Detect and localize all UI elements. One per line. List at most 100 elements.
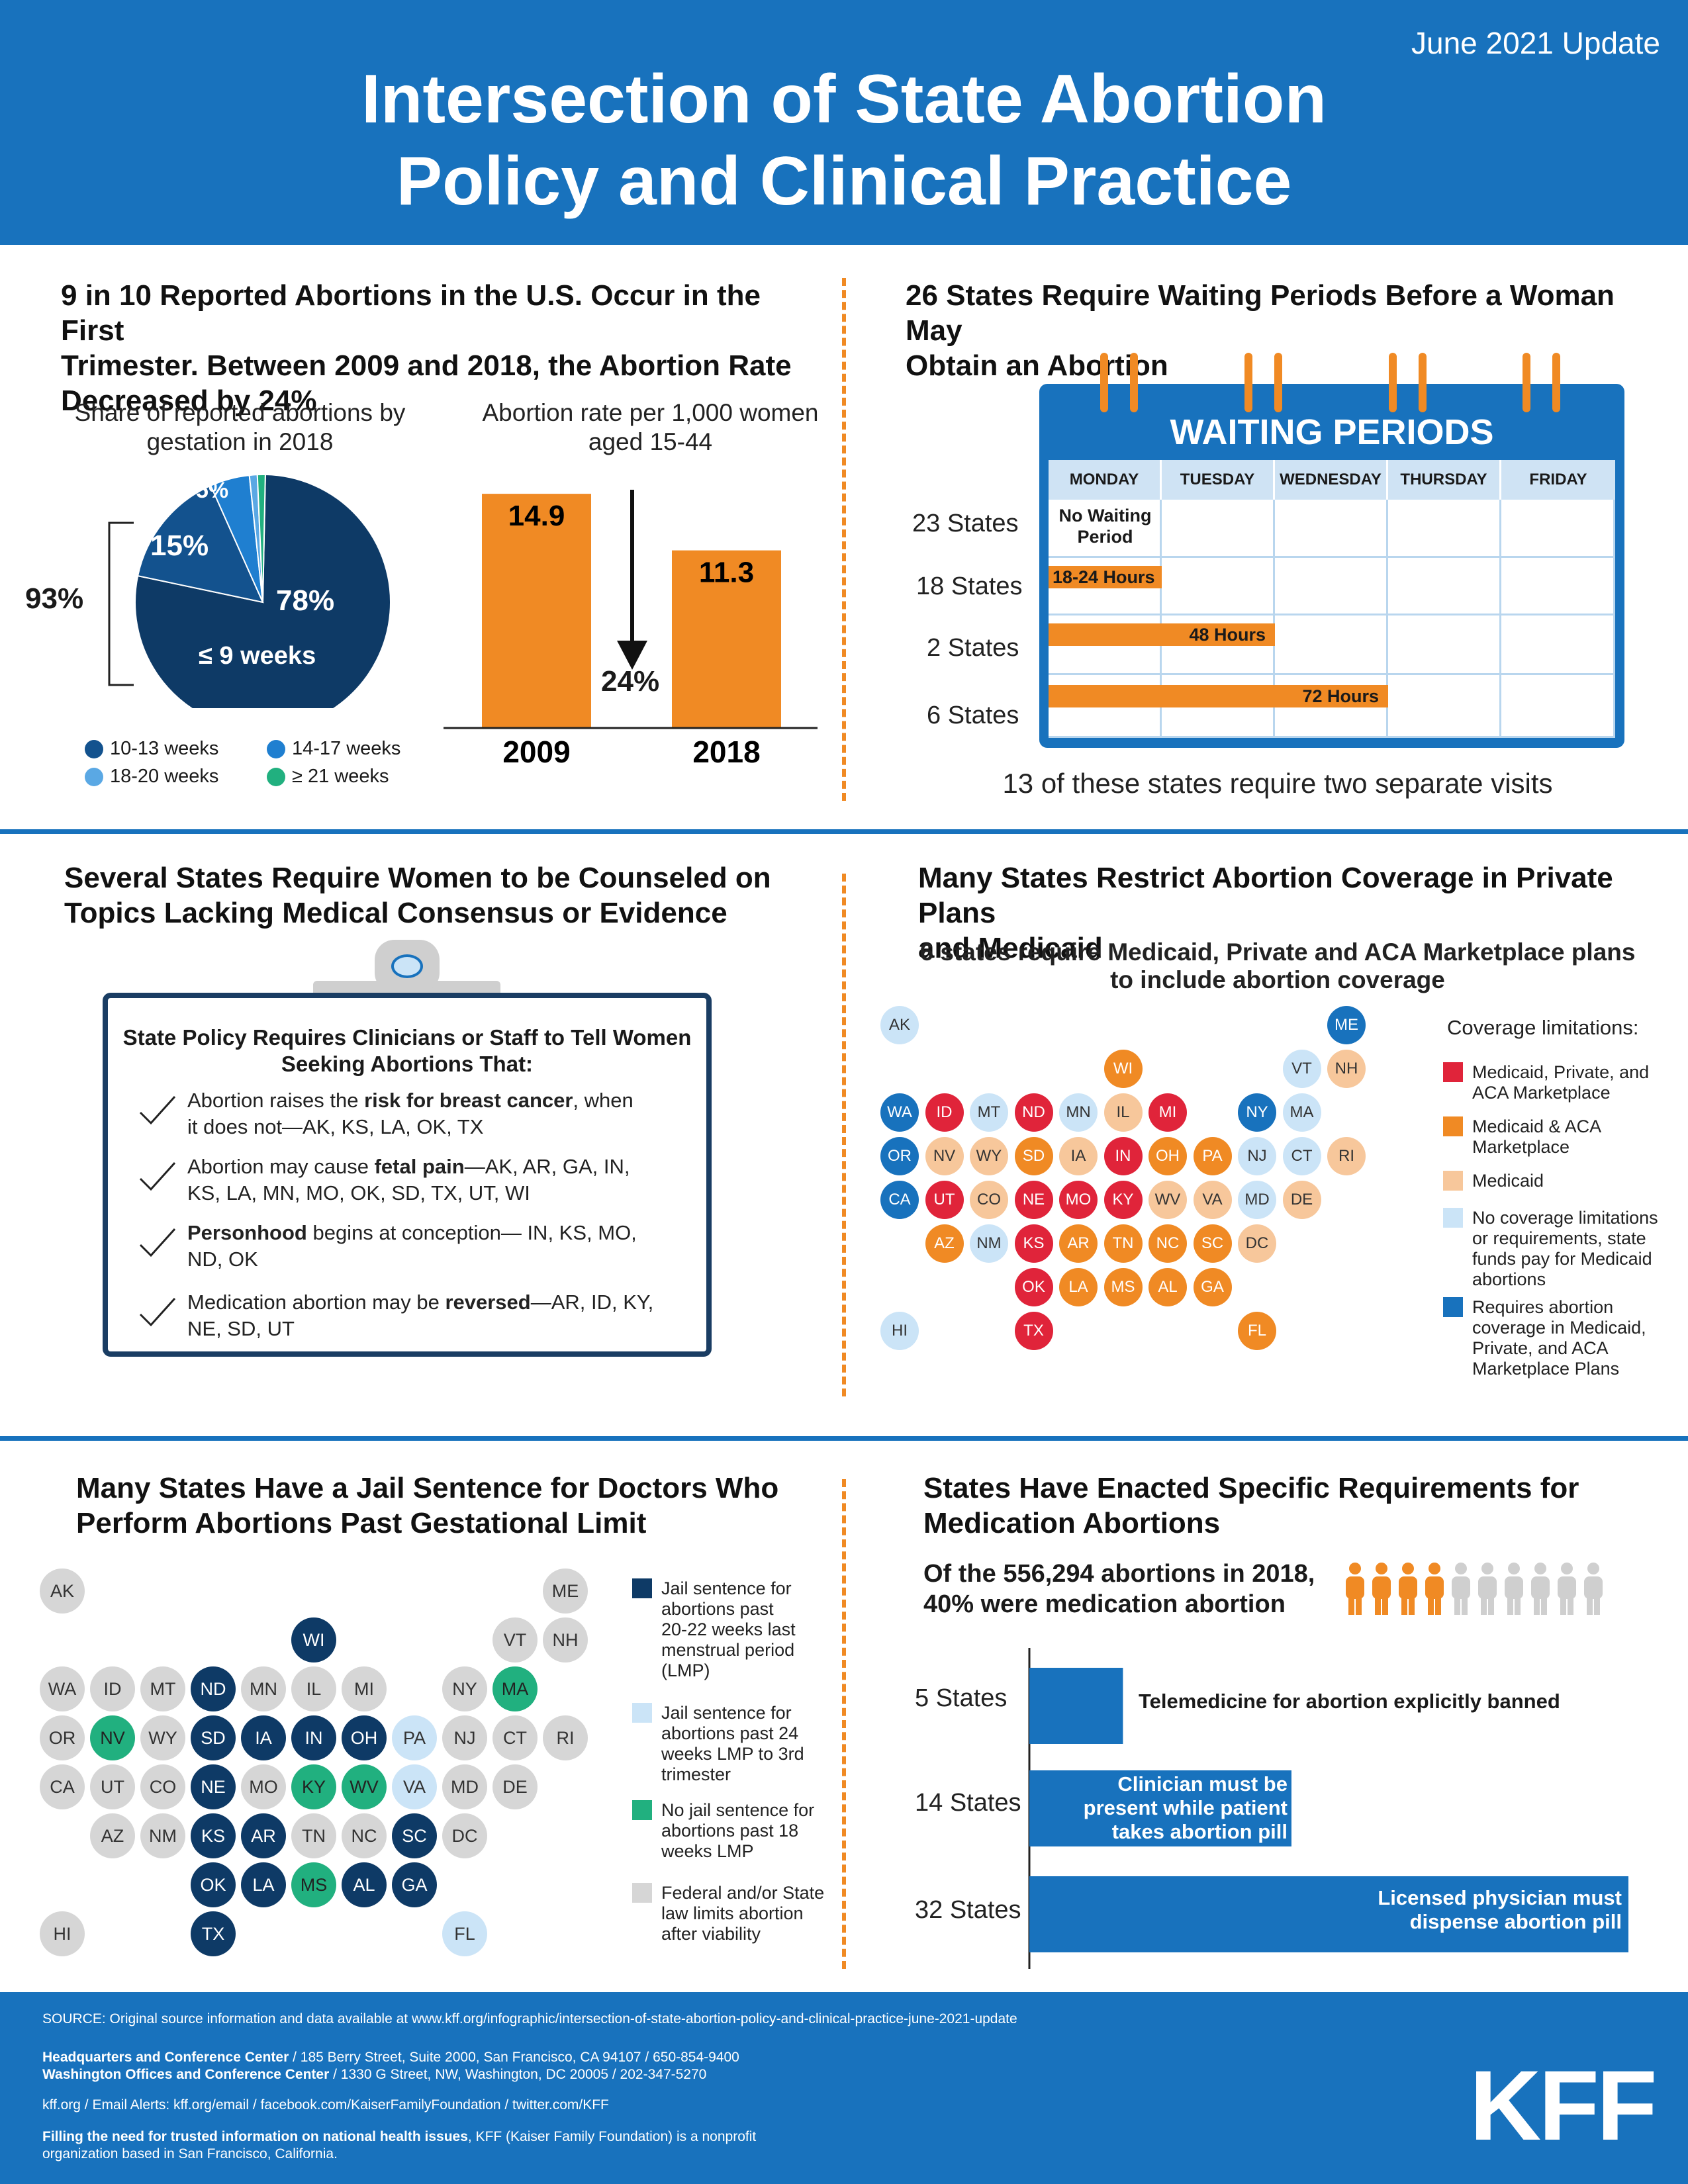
state-vt: VT [1282, 1050, 1321, 1088]
state-nj: NJ [1238, 1137, 1276, 1175]
person-icon [1372, 1563, 1391, 1615]
state-ri: RI [543, 1715, 588, 1760]
state-ms: MS [1103, 1268, 1143, 1306]
state-wa: WA [880, 1093, 919, 1132]
state-pa: PA [1193, 1137, 1232, 1175]
state-mt: MT [970, 1093, 1008, 1132]
pie-subtitle: Share of reported abortions by gestation … [74, 399, 406, 455]
state-me: ME [1327, 1006, 1366, 1044]
pie-label-weeks: ≤ 9 weeks [199, 642, 316, 670]
two-visits-note: 13 of these states require two separate … [1002, 768, 1553, 799]
state-ma: MA [1282, 1093, 1321, 1132]
state-ak: AK [880, 1006, 919, 1044]
bar-value-label: 14.9 [508, 500, 565, 532]
person-icon [1452, 1563, 1470, 1615]
coverage-subtitle: 6 states require Medicaid, Private and A… [919, 938, 1636, 993]
decrease-label: 24% [601, 665, 660, 698]
state-ut: UT [90, 1764, 135, 1809]
legend-18-20: 18-20 weeks [85, 766, 218, 788]
footer-dc-office: Washington Offices and Conference Center… [42, 2067, 707, 2082]
calendar-title: WAITING PERIODS [1170, 412, 1494, 452]
bar-year-label: 2018 [692, 735, 760, 769]
state-wy: WY [970, 1137, 1008, 1175]
section1-heading: 9 in 10 Reported Abortions in the U.S. O… [61, 279, 792, 417]
state-va: VA [392, 1764, 437, 1809]
page-title: Intersection of State Abortion Policy an… [0, 58, 1688, 222]
state-wv: WV [342, 1764, 387, 1809]
state-de: DE [1282, 1181, 1321, 1219]
state-oh: OH [1149, 1137, 1187, 1175]
pie-label-5: 5% [196, 478, 229, 503]
row-label-6: 6 States [927, 702, 1019, 729]
waiting-bar-48: 48 Hours [1049, 623, 1275, 646]
footer-links[interactable]: kff.org / Email Alerts: kff.org/email / … [42, 2097, 609, 2113]
bar-value-label: 11.3 [699, 557, 754, 589]
state-mn: MN [1059, 1093, 1098, 1132]
state-or: OR [880, 1137, 919, 1175]
state-mi: MI [342, 1666, 387, 1711]
state-wi: WI [1103, 1050, 1143, 1088]
no-waiting-label: No Waiting Period [1058, 506, 1152, 547]
claim-personhood: Personhood begins at conception— IN, KS,… [187, 1221, 637, 1271]
legend-medicaid: Medicaid [1443, 1171, 1544, 1191]
section-divider [0, 829, 1688, 834]
footer: SOURCE: Original source information and … [0, 1992, 1688, 2184]
bar-2018 [672, 550, 781, 728]
state-sd: SD [1014, 1137, 1053, 1175]
state-ca: CA [880, 1181, 919, 1219]
column-divider [842, 1479, 846, 1969]
state-ok: OK [191, 1862, 236, 1907]
state-sd: SD [191, 1715, 236, 1760]
bar-year-label: 2009 [502, 735, 570, 769]
calendar-ring [1419, 353, 1427, 412]
legend-swatch [267, 739, 285, 758]
person-icon [1558, 1563, 1576, 1615]
state-hi: HI [880, 1312, 919, 1350]
kff-logo: KFF [1470, 2050, 1658, 2161]
legend-jail-20-22: Jail sentence for abortions past 20-22 wee… [632, 1578, 796, 1681]
pie-slice [134, 474, 391, 708]
section6-heading: States Have Enacted Specific Requirement… [923, 1472, 1579, 1539]
legend-viability: Federal and/or State law limits abortion a… [632, 1883, 824, 1944]
pie-slice [256, 474, 266, 603]
state-ny: NY [1238, 1093, 1276, 1132]
legend-no-jail: No jail sentence for abortions past 18 wee… [632, 1800, 814, 1862]
legend-requires-coverage: Requires abortion coverage in Medicaid, Pr… [1443, 1297, 1646, 1379]
state-sc: SC [392, 1813, 437, 1858]
clip-hole [391, 954, 423, 978]
medication-bar [1029, 1770, 1291, 1846]
state-ms: MS [291, 1862, 336, 1907]
section4-heading: Many States Restrict Abortion Coverage i… [918, 862, 1613, 964]
state-nh: NH [543, 1617, 588, 1662]
calendar-cell [1501, 558, 1615, 615]
pie-slice [136, 484, 264, 604]
jail-state-map: AK ME WI VT NH WA ID MT ND MN IL MI NY MA OR NV WY SD IA IN… [40, 1569, 622, 1956]
state-mt: MT [140, 1666, 185, 1711]
state-id: ID [90, 1666, 135, 1711]
coverage-legend-title: Coverage limitations: [1447, 1016, 1639, 1039]
calendar-grid: MONDAY TUESDAY WEDNESDAY THURSDAY FRIDAY… [1049, 460, 1615, 738]
state-co: CO [140, 1764, 185, 1809]
state-il: IL [1103, 1093, 1143, 1132]
legend-14-17: 14-17 weeks [267, 738, 400, 760]
state-in: IN [291, 1715, 336, 1760]
clipboard-title: State Policy Requires Clinicians or Staf… [122, 1025, 692, 1076]
legend-swatch [85, 739, 103, 758]
clipboard: State Policy Requires Clinicians or Staf… [103, 993, 712, 1357]
bar-label-telemedicine: Telemedicine for abortion explicitly ban… [1139, 1690, 1560, 1713]
state-nv: NV [925, 1137, 964, 1175]
row-label-5: 5 States [915, 1684, 1008, 1712]
medication-bar-chart [1028, 1648, 1628, 1969]
day-monday: MONDAY [1049, 460, 1162, 500]
section-divider [0, 1436, 1688, 1441]
update-date: June 2021 Update [1411, 26, 1660, 60]
state-ga: GA [1193, 1268, 1232, 1306]
state-ut: UT [925, 1181, 964, 1219]
calendar-cell [1275, 558, 1388, 615]
bar-subtitle: Abortion rate per 1,000 women aged 15-44 [482, 399, 819, 455]
bracket [108, 522, 134, 686]
state-tx: TX [1014, 1312, 1053, 1350]
state-dc: DC [442, 1813, 487, 1858]
claim-reversal: Medication abortion may be reversed—AR, … [187, 1291, 654, 1340]
state-wy: WY [140, 1715, 185, 1760]
